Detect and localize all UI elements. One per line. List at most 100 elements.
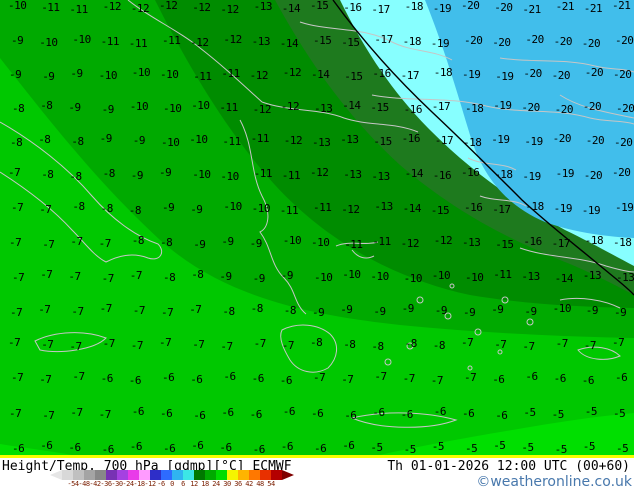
temp-value: -9 — [221, 235, 234, 248]
scale-segment — [62, 470, 73, 480]
temp-value: -20 — [464, 34, 483, 47]
temp-value: -5 — [523, 406, 536, 419]
temp-value: -13 — [343, 168, 362, 181]
temp-value: -9 — [614, 306, 627, 319]
temp-value: -7 — [11, 371, 24, 384]
temp-value: -10 — [72, 33, 91, 46]
temp-value: -11 — [313, 201, 332, 214]
temp-value: -7 — [11, 201, 24, 214]
temp-value: -16 — [432, 169, 452, 182]
temp-value: -5 — [465, 442, 478, 455]
scale-tick-label: -12 — [144, 480, 156, 488]
temp-value: -16 — [464, 201, 483, 214]
temp-value: -13 — [521, 270, 540, 283]
temp-value: -19 — [553, 202, 573, 215]
temp-value: -9 — [312, 306, 325, 319]
temp-value: -18 — [494, 168, 513, 181]
temp-value: -7 — [129, 269, 143, 282]
coastline-crete — [350, 412, 458, 428]
temp-value: -15 — [373, 135, 392, 148]
scale-tick-label: -18 — [133, 480, 145, 488]
temp-value: -16 — [523, 235, 542, 248]
temp-value: -6 — [314, 442, 327, 455]
temp-value: -9 — [219, 270, 232, 283]
temp-value: -11 — [372, 235, 391, 248]
temp-value: -7 — [39, 203, 52, 216]
coastline-sicily — [34, 332, 107, 352]
temp-value: -8 — [38, 133, 51, 146]
temp-value: -7 — [189, 303, 202, 316]
scale-tick-label: 18 — [201, 480, 209, 488]
temp-value: -5 — [551, 408, 565, 421]
temp-value: -20 — [612, 166, 631, 179]
temp-value: -6 — [525, 370, 538, 383]
temp-value: -7 — [10, 306, 23, 319]
temp-value: -7 — [220, 340, 233, 353]
temp-value: -6 — [251, 372, 265, 385]
temp-value: -6 — [311, 407, 324, 420]
scale-tick-label: 30 — [223, 480, 231, 488]
temp-value: -9 — [68, 101, 81, 114]
temp-value: -8 — [131, 234, 145, 247]
scale-tick-label: -36 — [100, 480, 112, 488]
temp-value: -13 — [251, 35, 271, 48]
temp-value: -6 — [279, 374, 293, 387]
temp-value: -20 — [584, 66, 604, 79]
temp-value: -20 — [494, 1, 513, 14]
temp-value: -6 — [615, 371, 628, 384]
temp-value: -7 — [374, 370, 387, 383]
temp-value: -9 — [401, 302, 415, 315]
temp-value: -6 — [282, 405, 296, 418]
map-footer-divider — [0, 455, 634, 458]
temp-value: -10 — [163, 102, 182, 115]
temp-value: -9 — [11, 34, 24, 47]
scale-segment — [150, 470, 161, 480]
temp-value: -20 — [614, 136, 633, 149]
temp-value: -5 — [403, 443, 417, 455]
temp-value: -20 — [616, 102, 634, 115]
temp-value: -6 — [101, 443, 115, 455]
scale-segment — [216, 470, 227, 480]
temp-value: -7 — [253, 337, 267, 350]
temp-value: -18 — [463, 136, 482, 149]
island — [406, 342, 414, 350]
temp-value: -10 — [282, 234, 302, 247]
temp-value: -10 — [251, 202, 271, 215]
map-canvas — [0, 0, 634, 455]
coastline-dalmatia — [127, 0, 263, 103]
temp-value: -20 — [581, 37, 601, 50]
temp-value: -21 — [583, 2, 603, 15]
scale-tick-label: 12 — [190, 480, 198, 488]
temp-value: -16 — [461, 166, 480, 179]
height-contour-line — [332, 0, 634, 296]
temp-value: -12 — [310, 166, 329, 179]
temp-value: -5 — [431, 440, 445, 453]
temp-value: -12 — [282, 66, 302, 79]
scale-arrow-left — [50, 470, 62, 480]
temp-value: -17 — [431, 100, 451, 113]
temp-value: -5 — [616, 442, 629, 455]
scale-arrow-right — [282, 470, 294, 480]
temp-value: -20 — [583, 169, 603, 182]
temp-value: -13 — [253, 0, 273, 13]
temperature-grid: -10 -11 -11 -12 -12 -12 -12 -12 -13 -14 -15 -16 -17-… — [8, 0, 634, 455]
island — [474, 328, 482, 336]
temp-value: -8 — [102, 167, 116, 180]
temp-value: -16 — [401, 132, 421, 145]
temp-value: -6 — [128, 374, 142, 387]
temp-value: -12 — [192, 1, 211, 14]
temp-value: -8 — [160, 236, 173, 249]
scale-segment — [161, 470, 172, 480]
scale-segment — [183, 470, 194, 480]
temp-value: -12 — [159, 0, 178, 12]
temp-value: -8 — [283, 304, 297, 317]
temp-value: -7 — [161, 306, 174, 319]
temp-value: -20 — [551, 69, 571, 82]
temp-value: -8 — [40, 99, 53, 112]
temp-value: -5 — [493, 439, 506, 452]
temp-value: -10 — [98, 69, 118, 82]
temp-value: -6 — [249, 408, 263, 421]
color-band-green-brightest-corner — [0, 444, 72, 455]
temp-value: -12 — [130, 2, 150, 15]
color-band-green-bright — [0, 58, 634, 455]
